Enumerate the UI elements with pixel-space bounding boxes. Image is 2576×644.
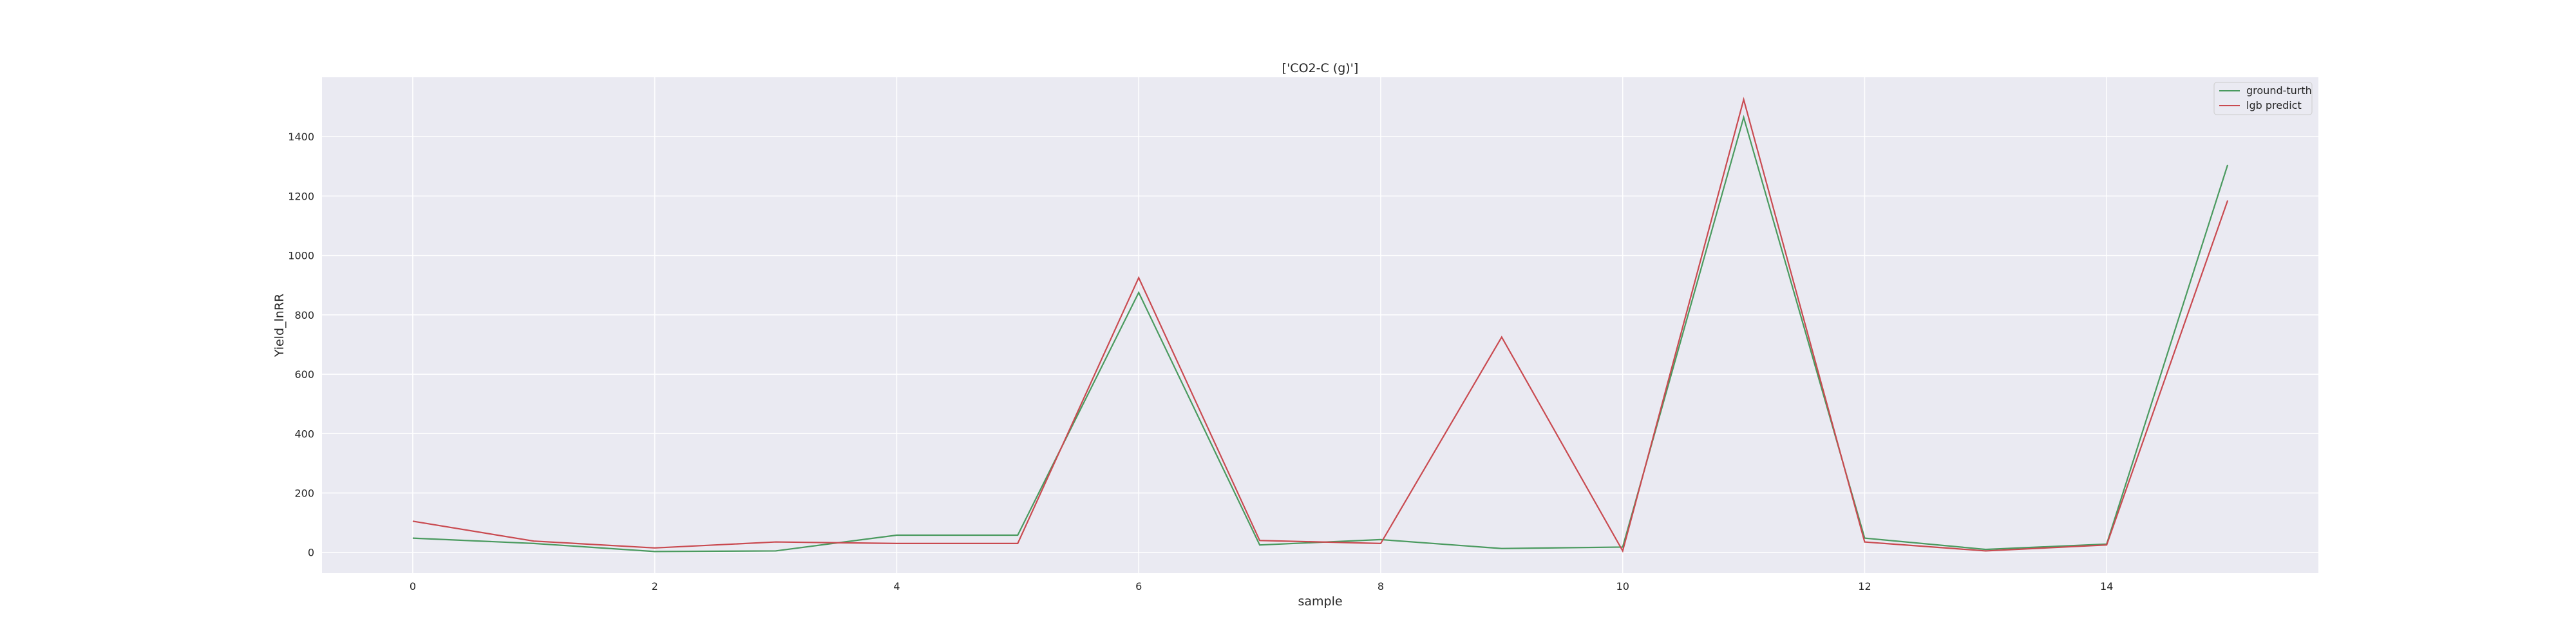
x-tick-label: 6: [1135, 580, 1142, 592]
legend-label-lgb-predict: lgb predict: [2246, 99, 2302, 111]
x-tick-label: 8: [1378, 580, 1384, 592]
y-tick-label: 800: [294, 309, 314, 321]
legend-label-ground-turth: ground-turth: [2246, 84, 2312, 97]
plot-background: [322, 77, 2318, 573]
x-tick-label: 10: [1616, 580, 1629, 592]
legend: ground-turth lgb predict: [2213, 82, 2313, 115]
x-tick-label: 4: [893, 580, 900, 592]
series-line-lgb-predict: [412, 97, 2229, 553]
y-tick-label: 1000: [288, 250, 314, 262]
series-lines: [412, 97, 2229, 553]
y-tick-label: 1200: [288, 190, 314, 202]
x-axis-label: sample: [1298, 594, 1342, 609]
y-tick-label: 200: [294, 488, 314, 500]
x-tick-label: 14: [2100, 580, 2113, 592]
y-tick-label: 1400: [288, 131, 314, 143]
y-axis-label: Yield_lnRR: [272, 294, 287, 357]
chart-title: ['CO2-C (g)']: [1282, 61, 1359, 75]
grid: [322, 77, 2318, 573]
x-tick-label: 12: [1858, 580, 1871, 592]
y-tick-labels: 0 200 400 600 800 1000 1200 1400: [288, 131, 314, 559]
x-tick-label: 2: [652, 580, 658, 592]
y-tick-label: 400: [294, 428, 314, 440]
y-tick-label: 0: [308, 547, 314, 559]
x-tick-labels: 0 2 4 6 8 10 12 14: [410, 580, 2114, 592]
x-tick-label: 0: [410, 580, 416, 592]
y-tick-label: 600: [294, 368, 314, 381]
